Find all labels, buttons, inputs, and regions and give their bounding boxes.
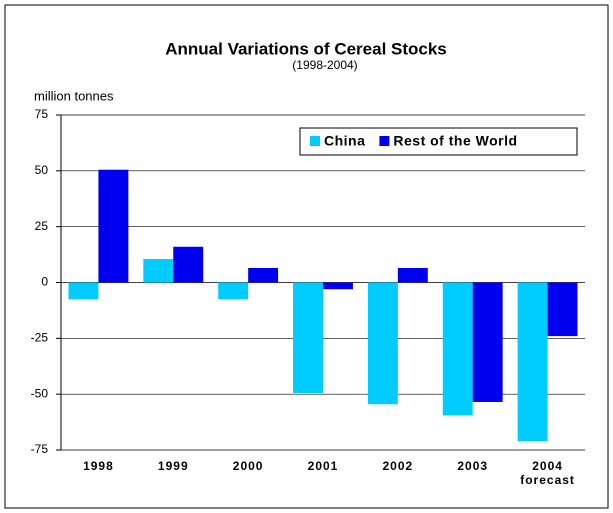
x-tick-label: 2004 xyxy=(532,459,563,473)
bar xyxy=(442,282,473,416)
bar xyxy=(248,267,279,283)
x-annotation: forecast xyxy=(520,473,575,487)
y-tick-label: 25 xyxy=(35,219,49,233)
y-tick-label: 0 xyxy=(41,275,48,289)
legend-label: Rest of the World xyxy=(393,133,517,149)
bar xyxy=(547,282,578,337)
chart-title: Annual Variations of Cereal Stocks xyxy=(165,39,447,58)
y-tick-label: -75 xyxy=(31,442,49,456)
y-axis-label: million tonnes xyxy=(34,88,114,103)
legend-box xyxy=(299,127,578,156)
x-tick-label: 2000 xyxy=(233,459,264,473)
x-tick-label: 1998 xyxy=(83,459,114,473)
y-tick-label: -25 xyxy=(31,331,49,345)
chart-subtitle: (1998-2004) xyxy=(292,58,357,72)
legend-swatch xyxy=(310,136,320,146)
bar xyxy=(98,169,129,283)
y-tick-label: 75 xyxy=(35,107,49,121)
x-tick-label: 2003 xyxy=(457,459,488,473)
bar xyxy=(173,246,204,283)
legend-label: China xyxy=(324,133,365,149)
bar xyxy=(218,282,249,300)
legend-swatch xyxy=(379,136,390,146)
bar xyxy=(68,282,99,300)
bar xyxy=(517,282,548,442)
bar xyxy=(472,282,503,402)
chart-frame xyxy=(4,4,609,509)
x-tick-label: 2001 xyxy=(308,459,339,473)
bar xyxy=(367,282,398,405)
x-tick-label: 1999 xyxy=(158,459,189,473)
y-tick-label: 50 xyxy=(35,163,49,177)
bar xyxy=(397,267,428,283)
bar xyxy=(293,282,323,394)
bar xyxy=(143,259,174,283)
bar xyxy=(323,282,353,290)
y-tick-label: -50 xyxy=(31,386,49,400)
x-tick-label: 2002 xyxy=(383,459,414,473)
